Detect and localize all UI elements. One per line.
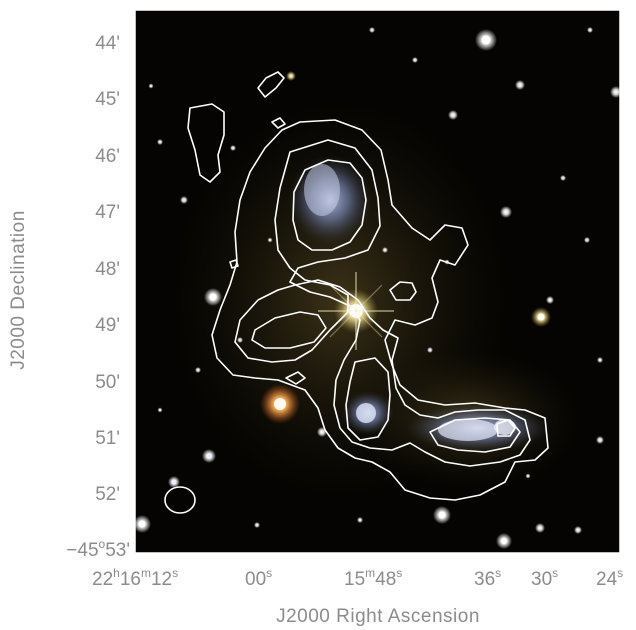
contour-inner-east <box>429 417 521 453</box>
y-tick-label: 45' <box>95 89 120 110</box>
galaxy-north <box>288 155 372 245</box>
y-tick-labels: 44' 45' 46' 47' 48' 49' 50' 51' 52' −45o… <box>66 33 130 561</box>
contour-blob-small-a <box>271 117 286 129</box>
x-tick-label: 00s <box>245 566 272 590</box>
orange-star <box>260 384 300 424</box>
contour-blob-small-b <box>229 259 239 269</box>
y-tick-label: 49' <box>95 315 120 336</box>
plot-frame <box>134 9 621 554</box>
contour-middle <box>234 139 531 467</box>
contour-blob-small-c <box>285 371 306 385</box>
contour-outer <box>211 119 549 501</box>
contour-inner-central <box>345 357 391 441</box>
beam-ellipse <box>164 486 196 514</box>
x-axis-title: J2000 Right Ascension <box>276 606 480 627</box>
radio-contours <box>164 71 549 514</box>
y-tick-label: 52' <box>95 484 120 505</box>
y-tick-label: 50' <box>95 372 120 393</box>
contour-blob-top <box>257 71 285 98</box>
x-tick-label: 22h16m12s <box>92 566 178 590</box>
y-tick-label: 44' <box>95 33 120 54</box>
x-tick-label: 24s <box>596 566 623 590</box>
bright-star-center <box>318 272 394 350</box>
y-tick-label-last: −45o53' <box>66 537 130 561</box>
contour-blob-nw <box>187 103 225 183</box>
y-axis-title: J2000 Declination <box>8 210 29 370</box>
contour-inner-north <box>292 159 367 251</box>
x-tick-label: 36s <box>474 566 501 590</box>
contour-core-east <box>496 419 516 437</box>
galaxy-central <box>342 391 394 435</box>
field-stars <box>135 27 620 549</box>
sky-image <box>135 10 620 553</box>
y-tick-label: 47' <box>95 202 120 223</box>
x-tick-labels: 22h16m12s 00s 15m48s 36s 30s 24s <box>92 566 623 590</box>
y-tick-label: 51' <box>95 428 120 449</box>
x-tick-label: 30s <box>531 566 558 590</box>
contour-blob-right <box>389 281 417 301</box>
y-tick-label: 46' <box>95 146 120 167</box>
y-tick-label: 48' <box>95 259 120 280</box>
x-tick-label: 15m48s <box>344 566 402 590</box>
contour-inner-west <box>251 311 327 349</box>
